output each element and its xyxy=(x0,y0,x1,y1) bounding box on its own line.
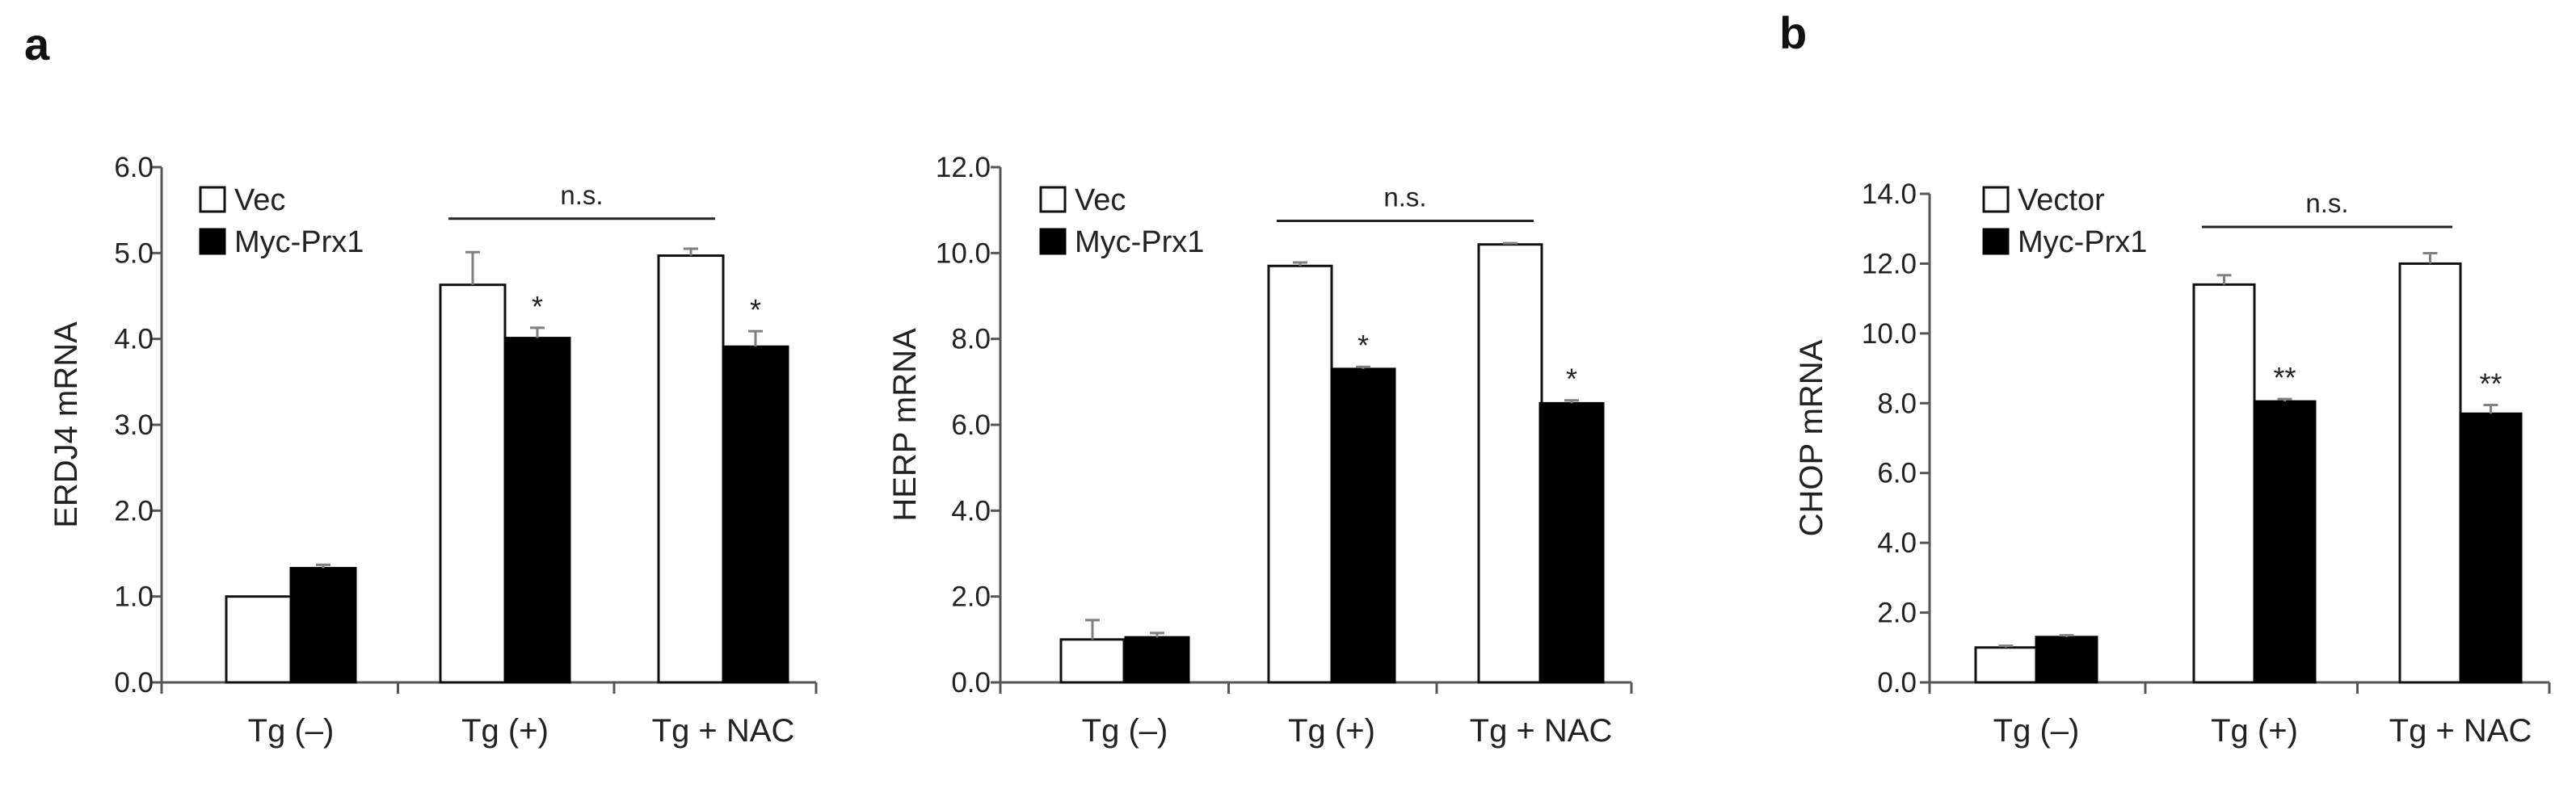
y-tick-label: 4.0 xyxy=(114,324,154,355)
x-category-label: Tg (–) xyxy=(1993,713,2080,749)
bar-control-2 xyxy=(439,283,507,684)
bar-control-3 xyxy=(2398,262,2462,684)
y-tick-label: 0.0 xyxy=(1877,667,1917,699)
error-bar xyxy=(1564,399,1579,404)
legend-label: Vec xyxy=(234,183,285,217)
y-tick-label: 10.0 xyxy=(936,237,991,269)
y-axis-title: ERDJ4 mRNA xyxy=(48,321,84,528)
error-bar xyxy=(2277,397,2292,402)
x-category-label: Tg + NAC xyxy=(2389,713,2532,749)
legend-swatch-control xyxy=(1039,186,1067,213)
significance-mark: * xyxy=(1566,363,1577,396)
x-category-label: Tg (–) xyxy=(1082,713,1168,749)
x-category-label: Tg + NAC xyxy=(1470,713,1613,749)
error-bar xyxy=(316,563,330,569)
ns-label: n.s. xyxy=(560,180,603,210)
y-tick-label: 12.0 xyxy=(936,152,991,183)
error-bar xyxy=(2216,274,2232,285)
significance-mark: * xyxy=(532,290,543,323)
legend-label: Myc-Prx1 xyxy=(2018,225,2147,259)
erdj4-chart: 0.0 1.0 2.0 3.0 4.0 5.0 6.0 ERDJ4 mRNA * * n.s. Tg … xyxy=(48,152,818,749)
bar-control-1 xyxy=(225,595,293,684)
y-tick-label: 8.0 xyxy=(951,324,991,355)
y-tick-label: 6.0 xyxy=(1877,458,1917,489)
y-tick-label: 8.0 xyxy=(1877,388,1917,419)
x-category-label: Tg + NAC xyxy=(652,713,795,749)
significance-mark: * xyxy=(1357,329,1369,362)
bar-myc-prx1-1 xyxy=(1124,636,1190,684)
error-bar xyxy=(2483,403,2498,414)
legend-swatch-control xyxy=(199,186,226,213)
y-tick-label: 6.0 xyxy=(114,152,154,183)
y-tick-label: 0.0 xyxy=(951,667,991,699)
error-bar xyxy=(530,326,545,338)
error-bar xyxy=(1085,619,1100,640)
bar-myc-prx1-3 xyxy=(722,345,789,684)
y-tick-label: 6.0 xyxy=(951,409,991,441)
legend-swatch-myc-prx1 xyxy=(199,228,226,255)
bar-control-2 xyxy=(2192,283,2256,684)
y-tick-label: 12.0 xyxy=(1862,248,1917,279)
error-bar xyxy=(1150,632,1164,638)
y-tick-label: 4.0 xyxy=(1877,527,1917,559)
y-tick-label: 1.0 xyxy=(114,581,154,613)
significance-mark: ** xyxy=(2479,367,2502,400)
y-tick-label: 3.0 xyxy=(114,409,154,441)
error-bar xyxy=(748,329,763,347)
bar-myc-prx1-3 xyxy=(1538,401,1605,684)
bar-control-1 xyxy=(1974,646,2038,684)
bar-myc-prx1-1 xyxy=(2035,636,2098,684)
y-tick-label: 10.0 xyxy=(1862,318,1917,350)
ns-label: n.s. xyxy=(2305,188,2348,218)
significance-mark: ** xyxy=(2273,361,2296,394)
bar-myc-prx1-1 xyxy=(289,567,357,684)
bar-myc-prx1-2 xyxy=(1330,367,1396,684)
y-axis-title: HERP mRNA xyxy=(887,328,923,522)
panel-label-a: a xyxy=(24,19,50,69)
bar-control-3 xyxy=(657,254,725,684)
y-tick-label: 0.0 xyxy=(114,667,154,699)
bar-control-1 xyxy=(1059,638,1126,684)
y-tick-label: 14.0 xyxy=(1862,178,1917,210)
bar-myc-prx1-2 xyxy=(503,337,571,684)
error-bar xyxy=(1293,261,1307,266)
legend-swatch-control xyxy=(1982,186,2010,213)
panel-label-b: b xyxy=(1779,7,1808,58)
y-axis-title: CHOP mRNA xyxy=(1794,339,1829,536)
y-tick-label: 2.0 xyxy=(1877,598,1917,629)
y-tick-label: 4.0 xyxy=(951,495,991,527)
bar-myc-prx1-2 xyxy=(2253,400,2317,684)
error-bar xyxy=(684,247,698,256)
x-category-label: Tg (–) xyxy=(248,713,335,749)
error-bar xyxy=(1503,241,1517,245)
x-category-label: Tg (+) xyxy=(1288,713,1375,749)
y-tick-label: 2.0 xyxy=(114,495,154,527)
y-tick-label: 5.0 xyxy=(114,237,154,269)
ns-label: n.s. xyxy=(1383,182,1426,212)
bar-myc-prx1-3 xyxy=(2459,412,2523,684)
x-category-label: Tg (+) xyxy=(2211,713,2298,749)
legend-label: Vector xyxy=(2018,183,2105,217)
legend-label: Vec xyxy=(1075,183,1126,217)
significance-mark: * xyxy=(750,293,761,326)
legend-label: Myc-Prx1 xyxy=(1075,225,1204,259)
herp-chart: 0.0 2.0 4.0 6.0 8.0 10.0 12.0 HERP mRNA * * n.s. Tg… xyxy=(887,152,1633,749)
x-category-label: Tg (+) xyxy=(461,713,549,749)
error-bar xyxy=(1998,644,2014,648)
error-bar xyxy=(2059,634,2074,637)
y-tick-label: 2.0 xyxy=(951,581,991,613)
error-bar xyxy=(465,250,480,285)
error-bar xyxy=(2422,251,2438,264)
bar-control-2 xyxy=(1267,264,1333,684)
error-bar xyxy=(1356,365,1370,369)
bar-control-3 xyxy=(1477,243,1543,684)
legend-swatch-myc-prx1 xyxy=(1039,228,1067,255)
legend-swatch-myc-prx1 xyxy=(1982,228,2010,255)
chop-chart: 0.0 2.0 4.0 6.0 8.0 10.0 12.0 14.0 CHOP mRNA ** **… xyxy=(1794,178,2551,749)
legend-label: Myc-Prx1 xyxy=(234,225,364,259)
